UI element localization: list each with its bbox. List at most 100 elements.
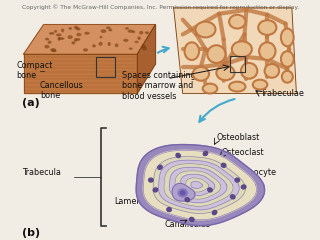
Ellipse shape xyxy=(258,20,276,35)
Ellipse shape xyxy=(45,45,49,48)
Ellipse shape xyxy=(51,49,55,51)
Text: Spaces containing
bone marrow and
blood vessels: Spaces containing bone marrow and blood … xyxy=(122,71,196,101)
Ellipse shape xyxy=(176,153,180,158)
Polygon shape xyxy=(180,174,215,196)
Ellipse shape xyxy=(281,51,294,67)
Ellipse shape xyxy=(235,178,240,182)
Text: Lamellae: Lamellae xyxy=(115,197,151,206)
Polygon shape xyxy=(136,144,265,226)
Ellipse shape xyxy=(140,31,143,34)
Ellipse shape xyxy=(212,210,217,215)
Ellipse shape xyxy=(193,67,209,81)
Ellipse shape xyxy=(85,32,89,34)
Ellipse shape xyxy=(281,29,294,46)
Text: Trabecula: Trabecula xyxy=(22,168,61,177)
Ellipse shape xyxy=(75,39,77,41)
Ellipse shape xyxy=(189,217,194,222)
Ellipse shape xyxy=(135,41,138,42)
Text: Cancellous
bone: Cancellous bone xyxy=(40,81,84,100)
Text: (a): (a) xyxy=(22,98,40,108)
Ellipse shape xyxy=(101,30,106,32)
Ellipse shape xyxy=(241,63,257,79)
Polygon shape xyxy=(159,160,239,210)
Polygon shape xyxy=(164,164,233,206)
Ellipse shape xyxy=(229,82,245,91)
Polygon shape xyxy=(186,178,209,192)
Ellipse shape xyxy=(145,32,148,34)
Ellipse shape xyxy=(180,191,185,195)
Polygon shape xyxy=(172,183,195,201)
Ellipse shape xyxy=(167,208,172,212)
Polygon shape xyxy=(24,25,156,54)
Ellipse shape xyxy=(178,189,187,197)
Text: (b): (b) xyxy=(22,228,40,238)
Ellipse shape xyxy=(230,195,235,199)
Text: Trabeculae: Trabeculae xyxy=(260,89,304,98)
Polygon shape xyxy=(174,8,296,94)
Ellipse shape xyxy=(107,27,110,28)
Ellipse shape xyxy=(100,36,102,38)
Ellipse shape xyxy=(158,165,162,169)
Ellipse shape xyxy=(129,48,132,49)
Ellipse shape xyxy=(142,45,145,48)
Polygon shape xyxy=(24,54,137,94)
Ellipse shape xyxy=(221,163,226,167)
Ellipse shape xyxy=(207,45,226,63)
Text: Copyright © The McGraw-Hill Companies, Inc. Permission required for reproduction: Copyright © The McGraw-Hill Companies, I… xyxy=(21,4,299,10)
Ellipse shape xyxy=(196,22,215,37)
Ellipse shape xyxy=(84,49,87,51)
Text: Osteocyte: Osteocyte xyxy=(236,168,276,177)
Ellipse shape xyxy=(203,84,217,93)
Ellipse shape xyxy=(74,26,78,29)
Ellipse shape xyxy=(232,41,252,57)
Ellipse shape xyxy=(62,29,64,32)
Ellipse shape xyxy=(109,29,112,31)
Ellipse shape xyxy=(72,42,75,44)
Ellipse shape xyxy=(132,31,134,32)
Ellipse shape xyxy=(259,42,276,60)
Text: Canaliculus: Canaliculus xyxy=(164,220,211,229)
Ellipse shape xyxy=(241,185,246,189)
Ellipse shape xyxy=(185,198,189,202)
Polygon shape xyxy=(143,150,257,220)
Ellipse shape xyxy=(216,66,235,80)
Ellipse shape xyxy=(138,37,140,39)
Ellipse shape xyxy=(93,45,95,47)
Bar xyxy=(96,57,115,77)
Ellipse shape xyxy=(58,37,60,40)
Ellipse shape xyxy=(229,15,245,29)
Ellipse shape xyxy=(45,38,49,40)
Ellipse shape xyxy=(143,47,146,50)
Ellipse shape xyxy=(185,42,199,60)
Ellipse shape xyxy=(59,38,64,39)
Ellipse shape xyxy=(99,42,102,45)
Ellipse shape xyxy=(208,188,212,192)
Polygon shape xyxy=(153,157,245,213)
Ellipse shape xyxy=(282,71,293,83)
Ellipse shape xyxy=(50,33,54,34)
Ellipse shape xyxy=(68,36,72,38)
Text: Compact
bone: Compact bone xyxy=(16,61,53,80)
Ellipse shape xyxy=(203,151,208,156)
Ellipse shape xyxy=(52,50,56,52)
Ellipse shape xyxy=(55,30,57,32)
Polygon shape xyxy=(191,181,203,189)
Ellipse shape xyxy=(128,30,132,32)
Text: Osteoblast: Osteoblast xyxy=(216,133,260,142)
Ellipse shape xyxy=(265,64,279,78)
Ellipse shape xyxy=(48,41,51,43)
Bar xyxy=(230,56,244,72)
Ellipse shape xyxy=(69,28,72,29)
Text: Osteoclast: Osteoclast xyxy=(222,148,264,157)
Ellipse shape xyxy=(57,34,61,36)
Ellipse shape xyxy=(76,28,80,30)
Ellipse shape xyxy=(77,39,80,40)
Ellipse shape xyxy=(116,44,118,47)
Ellipse shape xyxy=(148,178,153,182)
Ellipse shape xyxy=(253,80,267,90)
Ellipse shape xyxy=(153,188,158,192)
Ellipse shape xyxy=(125,28,128,29)
Ellipse shape xyxy=(108,42,110,45)
Polygon shape xyxy=(137,25,156,94)
Polygon shape xyxy=(175,171,221,199)
